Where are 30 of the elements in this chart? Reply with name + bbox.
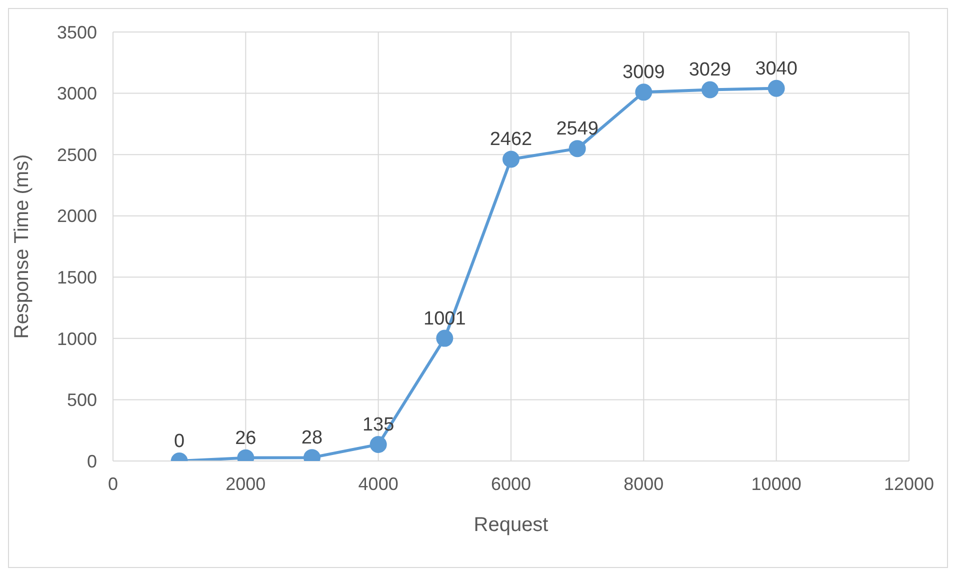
x-tick-label: 0 — [108, 474, 118, 494]
point — [568, 140, 586, 158]
y-tick-label: 1500 — [56, 268, 97, 288]
data-label: 28 — [301, 428, 323, 449]
data-label: 3040 — [755, 58, 798, 80]
point — [502, 150, 520, 168]
x-tick-label: 8000 — [624, 474, 664, 494]
x-tick-label: 4000 — [358, 474, 398, 494]
data-label: 0 — [174, 431, 185, 452]
x-tick-label: 12000 — [884, 474, 934, 494]
x-tick-label: 6000 — [490, 474, 532, 494]
data-label: 26 — [235, 428, 256, 449]
y-tick-label: 2000 — [56, 206, 97, 226]
data-label: 2549 — [556, 118, 598, 140]
data-label: 3029 — [688, 60, 732, 81]
x-tick-label: 2000 — [226, 474, 266, 494]
point — [635, 84, 652, 101]
y-tick-label: 1000 — [56, 328, 97, 349]
x-axis-title: Request — [474, 514, 549, 536]
y-tick-label: 3500 — [56, 22, 97, 42]
y-tick-label: 0 — [86, 451, 97, 472]
y-tick-label: 500 — [66, 390, 97, 410]
y-tick-label: 2500 — [56, 144, 97, 165]
point — [768, 80, 785, 97]
x-tick-label: 10000 — [751, 474, 802, 494]
data-label: 3009 — [622, 62, 665, 84]
point — [702, 81, 718, 98]
y-tick-label: 3000 — [56, 84, 97, 104]
data-label: 2462 — [490, 129, 532, 150]
y-axis-title: Response Time (ms) — [11, 154, 34, 339]
